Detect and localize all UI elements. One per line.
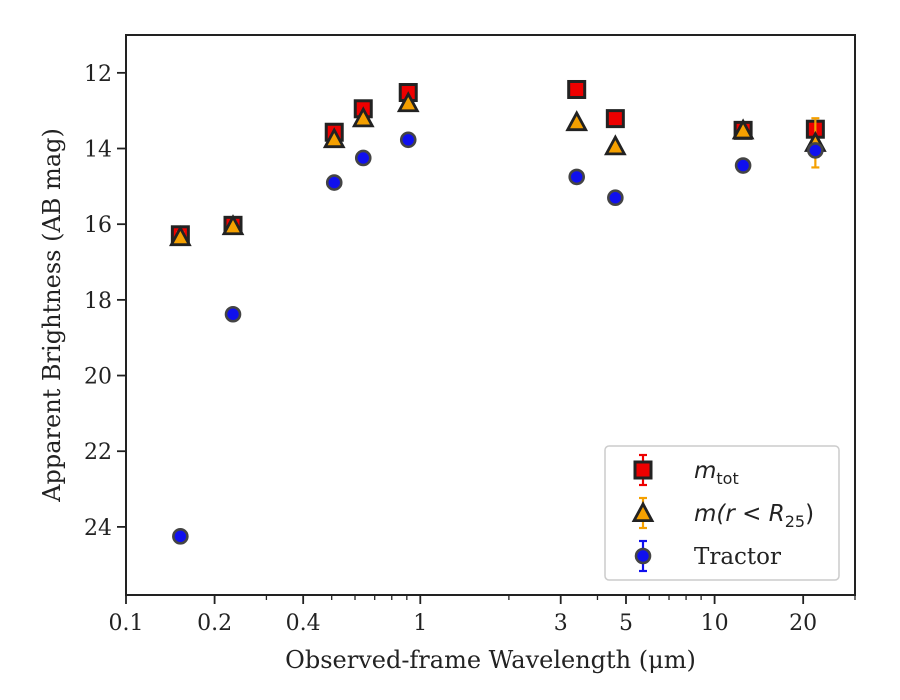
x-tick-label: 3 bbox=[554, 611, 568, 636]
y-tick-label: 18 bbox=[84, 289, 112, 314]
axis-ticks: 0.1 0.2 0.4 1 3 5 10 20 12 14 16 18 20 22 24 bbox=[84, 62, 856, 636]
data-point-circle bbox=[607, 189, 624, 207]
legend-marker-circle bbox=[634, 547, 652, 565]
data-point-triangle bbox=[603, 134, 627, 156]
data-point-triangle bbox=[169, 225, 192, 247]
legend-marker-square bbox=[633, 460, 653, 480]
data-point-triangle bbox=[565, 110, 589, 132]
x-tick-label: 0.4 bbox=[286, 611, 321, 636]
y-tick-label: 22 bbox=[84, 440, 112, 465]
data-point-circle bbox=[568, 168, 586, 186]
series-square bbox=[170, 79, 825, 245]
y-tick-label: 24 bbox=[84, 516, 112, 541]
data-point-triangle bbox=[322, 127, 346, 149]
data-point-circle bbox=[224, 305, 242, 323]
y-axis-label: Apparent Brightness (AB mag) bbox=[38, 128, 66, 503]
data-point-triangle bbox=[221, 214, 245, 236]
data-point-triangle bbox=[396, 91, 420, 113]
plot-frame bbox=[125, 34, 856, 596]
data-point-triangle bbox=[351, 106, 375, 128]
series-triangle bbox=[169, 91, 827, 247]
x-axis-label: Observed-frame Wavelength (μm) bbox=[285, 646, 696, 674]
x-tick-label: 1 bbox=[413, 611, 427, 636]
legend-marker-triangle bbox=[631, 501, 655, 523]
data-point-circle bbox=[325, 174, 343, 191]
data-point-square bbox=[567, 79, 587, 99]
x-tick-label: 20 bbox=[789, 611, 817, 636]
y-tick-label: 16 bbox=[84, 213, 112, 238]
y-tick-label: 20 bbox=[84, 365, 112, 390]
data-point-circle bbox=[734, 157, 752, 174]
legend-label: Tractor bbox=[694, 544, 781, 570]
data-layer bbox=[169, 79, 827, 545]
y-tick-label: 14 bbox=[84, 138, 112, 163]
legend: mtot m(r < R25) Tractor bbox=[604, 445, 840, 581]
x-tick-label: 0.1 bbox=[109, 611, 144, 636]
legend-box bbox=[604, 445, 840, 581]
data-point-circle bbox=[354, 149, 372, 167]
legend-label: m(r < R25) bbox=[694, 501, 814, 531]
series-circle bbox=[172, 131, 824, 545]
y-tick-label: 12 bbox=[84, 62, 112, 87]
data-point-triangle bbox=[731, 118, 755, 140]
x-tick-label: 0.2 bbox=[197, 611, 232, 636]
legend-label: mtot bbox=[694, 458, 739, 488]
data-point-circle bbox=[399, 131, 417, 149]
x-tick-label: 10 bbox=[701, 611, 729, 636]
data-point-circle bbox=[807, 142, 824, 159]
data-point-circle bbox=[172, 528, 189, 545]
x-tick-label: 5 bbox=[619, 611, 633, 636]
data-point-square bbox=[605, 109, 625, 129]
